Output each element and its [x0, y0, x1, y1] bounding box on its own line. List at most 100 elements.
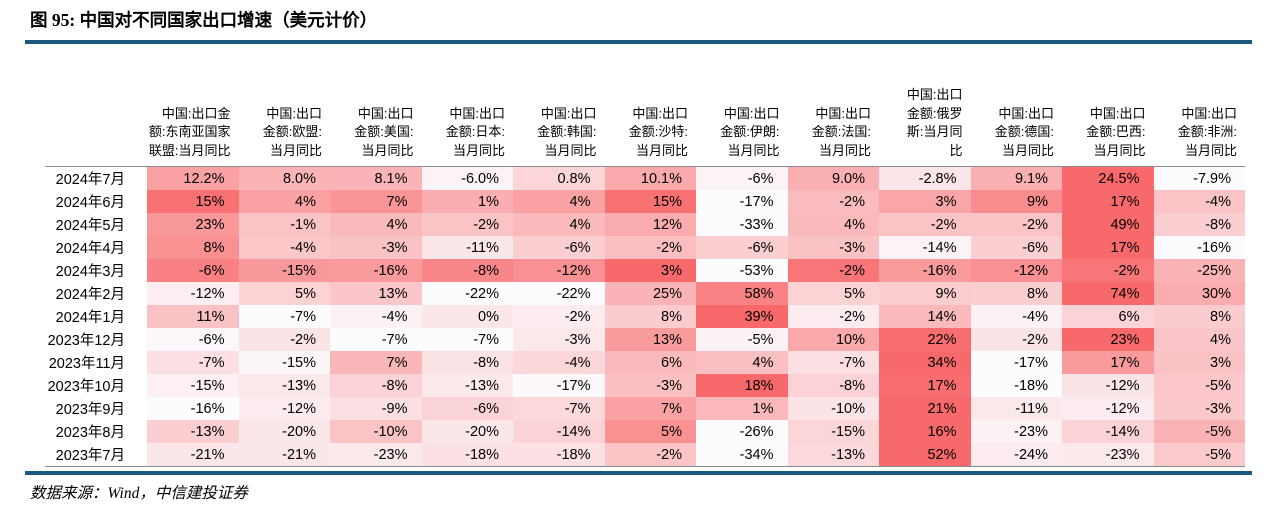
table-row: 2024年5月 23% -1% 4% -2% 4% 12% -33% 4% -2% -2% 49% -8… [45, 213, 1245, 236]
heatmap-cell: 13% [330, 282, 422, 305]
heatmap-cell: -21% [238, 443, 330, 467]
table-header: 中国:出口金 额:东南亚国家 联盟:当月同比 中国:出口 金额:欧盟: 当月同比中… [45, 48, 1245, 167]
column-header-japan: 中国:出口 金额:日本: 当月同比 [445, 105, 505, 158]
table-row: 2024年3月 -6% -15% -16% -8% -12% 3% -53% -2% -16% -1… [45, 259, 1245, 282]
heatmap-cell: -6% [513, 236, 605, 259]
heatmap-cell: 58% [696, 282, 788, 305]
heatmap-cell: 17% [879, 374, 971, 397]
heatmap-cell: 4% [330, 213, 422, 236]
heatmap-cell: 8% [970, 282, 1062, 305]
heatmap-cell: -26% [696, 420, 788, 443]
heatmap-cell: 17% [1062, 236, 1154, 259]
heatmap-cell: -7% [238, 305, 330, 328]
heatmap-cell: -14% [879, 236, 971, 259]
column-header-asean: 中国:出口金 额:东南亚国家 联盟:当月同比 [148, 105, 231, 158]
heatmap-cell: 39% [696, 305, 788, 328]
heatmap-cell: -15% [787, 420, 879, 443]
heatmap-cell: -20% [421, 420, 513, 443]
heatmap-cell: 21% [879, 397, 971, 420]
row-label: 2023年8月 [45, 420, 147, 443]
table-row: 2023年12月 -6% -2% -7% -7% -3% 13% -5% 10% 22% -2% 23… [45, 328, 1245, 351]
heatmap-cell: 8.1% [330, 166, 422, 190]
heatmap-cell: 1% [696, 397, 788, 420]
heatmap-cell: -8% [330, 374, 422, 397]
heatmap-cell: -22% [421, 282, 513, 305]
column-header-germany: 中国:出口 金额:德国: 当月同比 [994, 105, 1054, 158]
heatmap-cell: 8% [604, 305, 696, 328]
heatmap-cell: -1% [238, 213, 330, 236]
heatmap-cell: -2% [604, 443, 696, 467]
heatmap-cell: -16% [1153, 236, 1245, 259]
heatmap-cell: -25% [1153, 259, 1245, 282]
heatmap-cell: 10% [787, 328, 879, 351]
heatmap-cell: 24.5% [1062, 166, 1154, 190]
heatmap-cell: -2% [787, 305, 879, 328]
heatmap-cell: 18% [696, 374, 788, 397]
heatmap-cell: 17% [1062, 190, 1154, 213]
bottom-rule [25, 471, 1252, 475]
heatmap-cell: 4% [696, 351, 788, 374]
heatmap-cell: -23% [1062, 443, 1154, 467]
heatmap-cell: 9.0% [787, 166, 879, 190]
column-header-usa: 中国:出口 金额:美国: 当月同比 [354, 105, 414, 158]
heatmap-cell: -7% [330, 328, 422, 351]
source-note: 数据来源：Wind，中信建投证券 [30, 485, 248, 502]
heatmap-cell: 3% [604, 259, 696, 282]
table-row: 2024年7月 12.2% 8.0% 8.1% -6.0% 0.8% 10.1% -6% 9.0… [45, 166, 1245, 190]
heatmap-cell: -18% [970, 374, 1062, 397]
heatmap-cell: -3% [330, 236, 422, 259]
heatmap-cell: 17% [1062, 351, 1154, 374]
heatmap-cell: 8.0% [238, 166, 330, 190]
heatmap-cell: -6% [696, 166, 788, 190]
heatmap-cell: -2% [604, 236, 696, 259]
heatmap-cell: 52% [879, 443, 971, 467]
heatmap-cell: -6% [147, 328, 239, 351]
heatmap-cell: 12.2% [147, 166, 239, 190]
heatmap-cell: -7% [147, 351, 239, 374]
heatmap-cell: -10% [787, 397, 879, 420]
column-header-brazil: 中国:出口 金额:巴西: 当月同比 [1086, 105, 1146, 158]
heatmap-cell: 3% [1153, 351, 1245, 374]
heatmap-cell: 4% [513, 190, 605, 213]
heatmap-cell: -20% [238, 420, 330, 443]
heatmap-cell: -2% [238, 328, 330, 351]
heatmap-cell: -33% [696, 213, 788, 236]
heatmap-cell: -8% [421, 351, 513, 374]
heatmap-cell: 9% [970, 190, 1062, 213]
heatmap-cell: -15% [238, 351, 330, 374]
column-header-russia: 中国:出口 金额:俄罗 斯:当月同 比 [906, 87, 963, 158]
heatmap-cell: -3% [787, 236, 879, 259]
heatmap-cell: 74% [1062, 282, 1154, 305]
heatmap-cell: 7% [604, 397, 696, 420]
title-rule [25, 40, 1252, 44]
heatmap-cell: 22% [879, 328, 971, 351]
heatmap-cell: -12% [970, 259, 1062, 282]
heatmap-cell: -3% [604, 374, 696, 397]
table-row: 2024年4月 8% -4% -3% -11% -6% -2% -6% -3% -14% -6% 17… [45, 236, 1245, 259]
heatmap-cell: -2% [787, 259, 879, 282]
heatmap-cell: -2% [1062, 259, 1154, 282]
heatmap-cell: -15% [147, 374, 239, 397]
column-header-eu: 中国:出口 金额:欧盟: 当月同比 [262, 105, 322, 158]
row-label: 2023年7月 [45, 443, 147, 467]
heatmap-cell: -7% [513, 397, 605, 420]
heatmap-cell: 3% [879, 190, 971, 213]
heatmap-cell: -13% [147, 420, 239, 443]
header-row: 中国:出口金 额:东南亚国家 联盟:当月同比 中国:出口 金额:欧盟: 当月同比中… [45, 48, 1245, 167]
heatmap-cell: -12% [1062, 397, 1154, 420]
heatmap-cell: -15% [238, 259, 330, 282]
heatmap-cell: 8% [1153, 305, 1245, 328]
table-row: 2023年10月 -15% -13% -8% -13% -17% -3% 18% -8% 17% -… [45, 374, 1245, 397]
heatmap-cell: -18% [421, 443, 513, 467]
heatmap-cell: -14% [513, 420, 605, 443]
heatmap-cell: -4% [513, 351, 605, 374]
heatmap-cell: -3% [1153, 397, 1245, 420]
heatmap-cell: -6% [147, 259, 239, 282]
heatmap-cell: 1% [421, 190, 513, 213]
heatmap-cell: 25% [604, 282, 696, 305]
heatmap-cell: -7% [787, 351, 879, 374]
heatmap-cell: -2% [787, 190, 879, 213]
heatmap-cell: -9% [330, 397, 422, 420]
heatmap-cell: 6% [604, 351, 696, 374]
